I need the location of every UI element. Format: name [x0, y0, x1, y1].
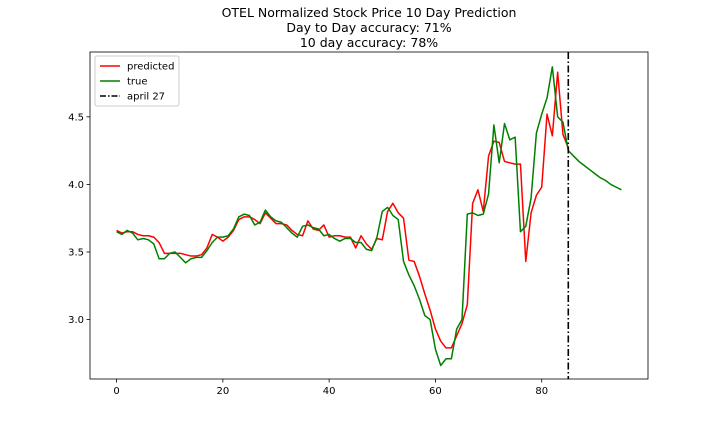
- y-tick-label: 3.5: [68, 247, 84, 258]
- chart-title: OTEL Normalized Stock Price 10 Day Predi…: [222, 5, 517, 20]
- plot-area: [116, 52, 622, 379]
- axes: 0 20 40 60 80 3.0 3.5 4.0 4.5: [68, 51, 649, 397]
- legend-label-april-27: april 27: [127, 92, 165, 103]
- x-tick-label: 20: [216, 386, 229, 397]
- y-tick-label: 4.5: [68, 112, 84, 123]
- x-tick-label: 40: [323, 386, 336, 397]
- chart-subtitle-line-1: Day to Day accuracy: 71%: [286, 20, 451, 35]
- series-line-true: [116, 66, 622, 367]
- legend-frame: [94, 55, 180, 107]
- series-line-predicted: [116, 71, 569, 349]
- legend-label-predicted: predicted: [127, 62, 174, 73]
- legend-label-true: true: [127, 77, 148, 88]
- x-tick-label: 60: [429, 386, 442, 397]
- y-tick-label: 3.0: [68, 315, 84, 326]
- x-tick-label: 0: [113, 386, 119, 397]
- plot-frame: [89, 51, 649, 380]
- x-tick-label: 80: [535, 386, 548, 397]
- legend: predicted true april 27: [94, 55, 180, 107]
- y-tick-label: 4.0: [68, 180, 84, 191]
- chart-subtitle-line-2: 10 day accuracy: 78%: [300, 35, 438, 50]
